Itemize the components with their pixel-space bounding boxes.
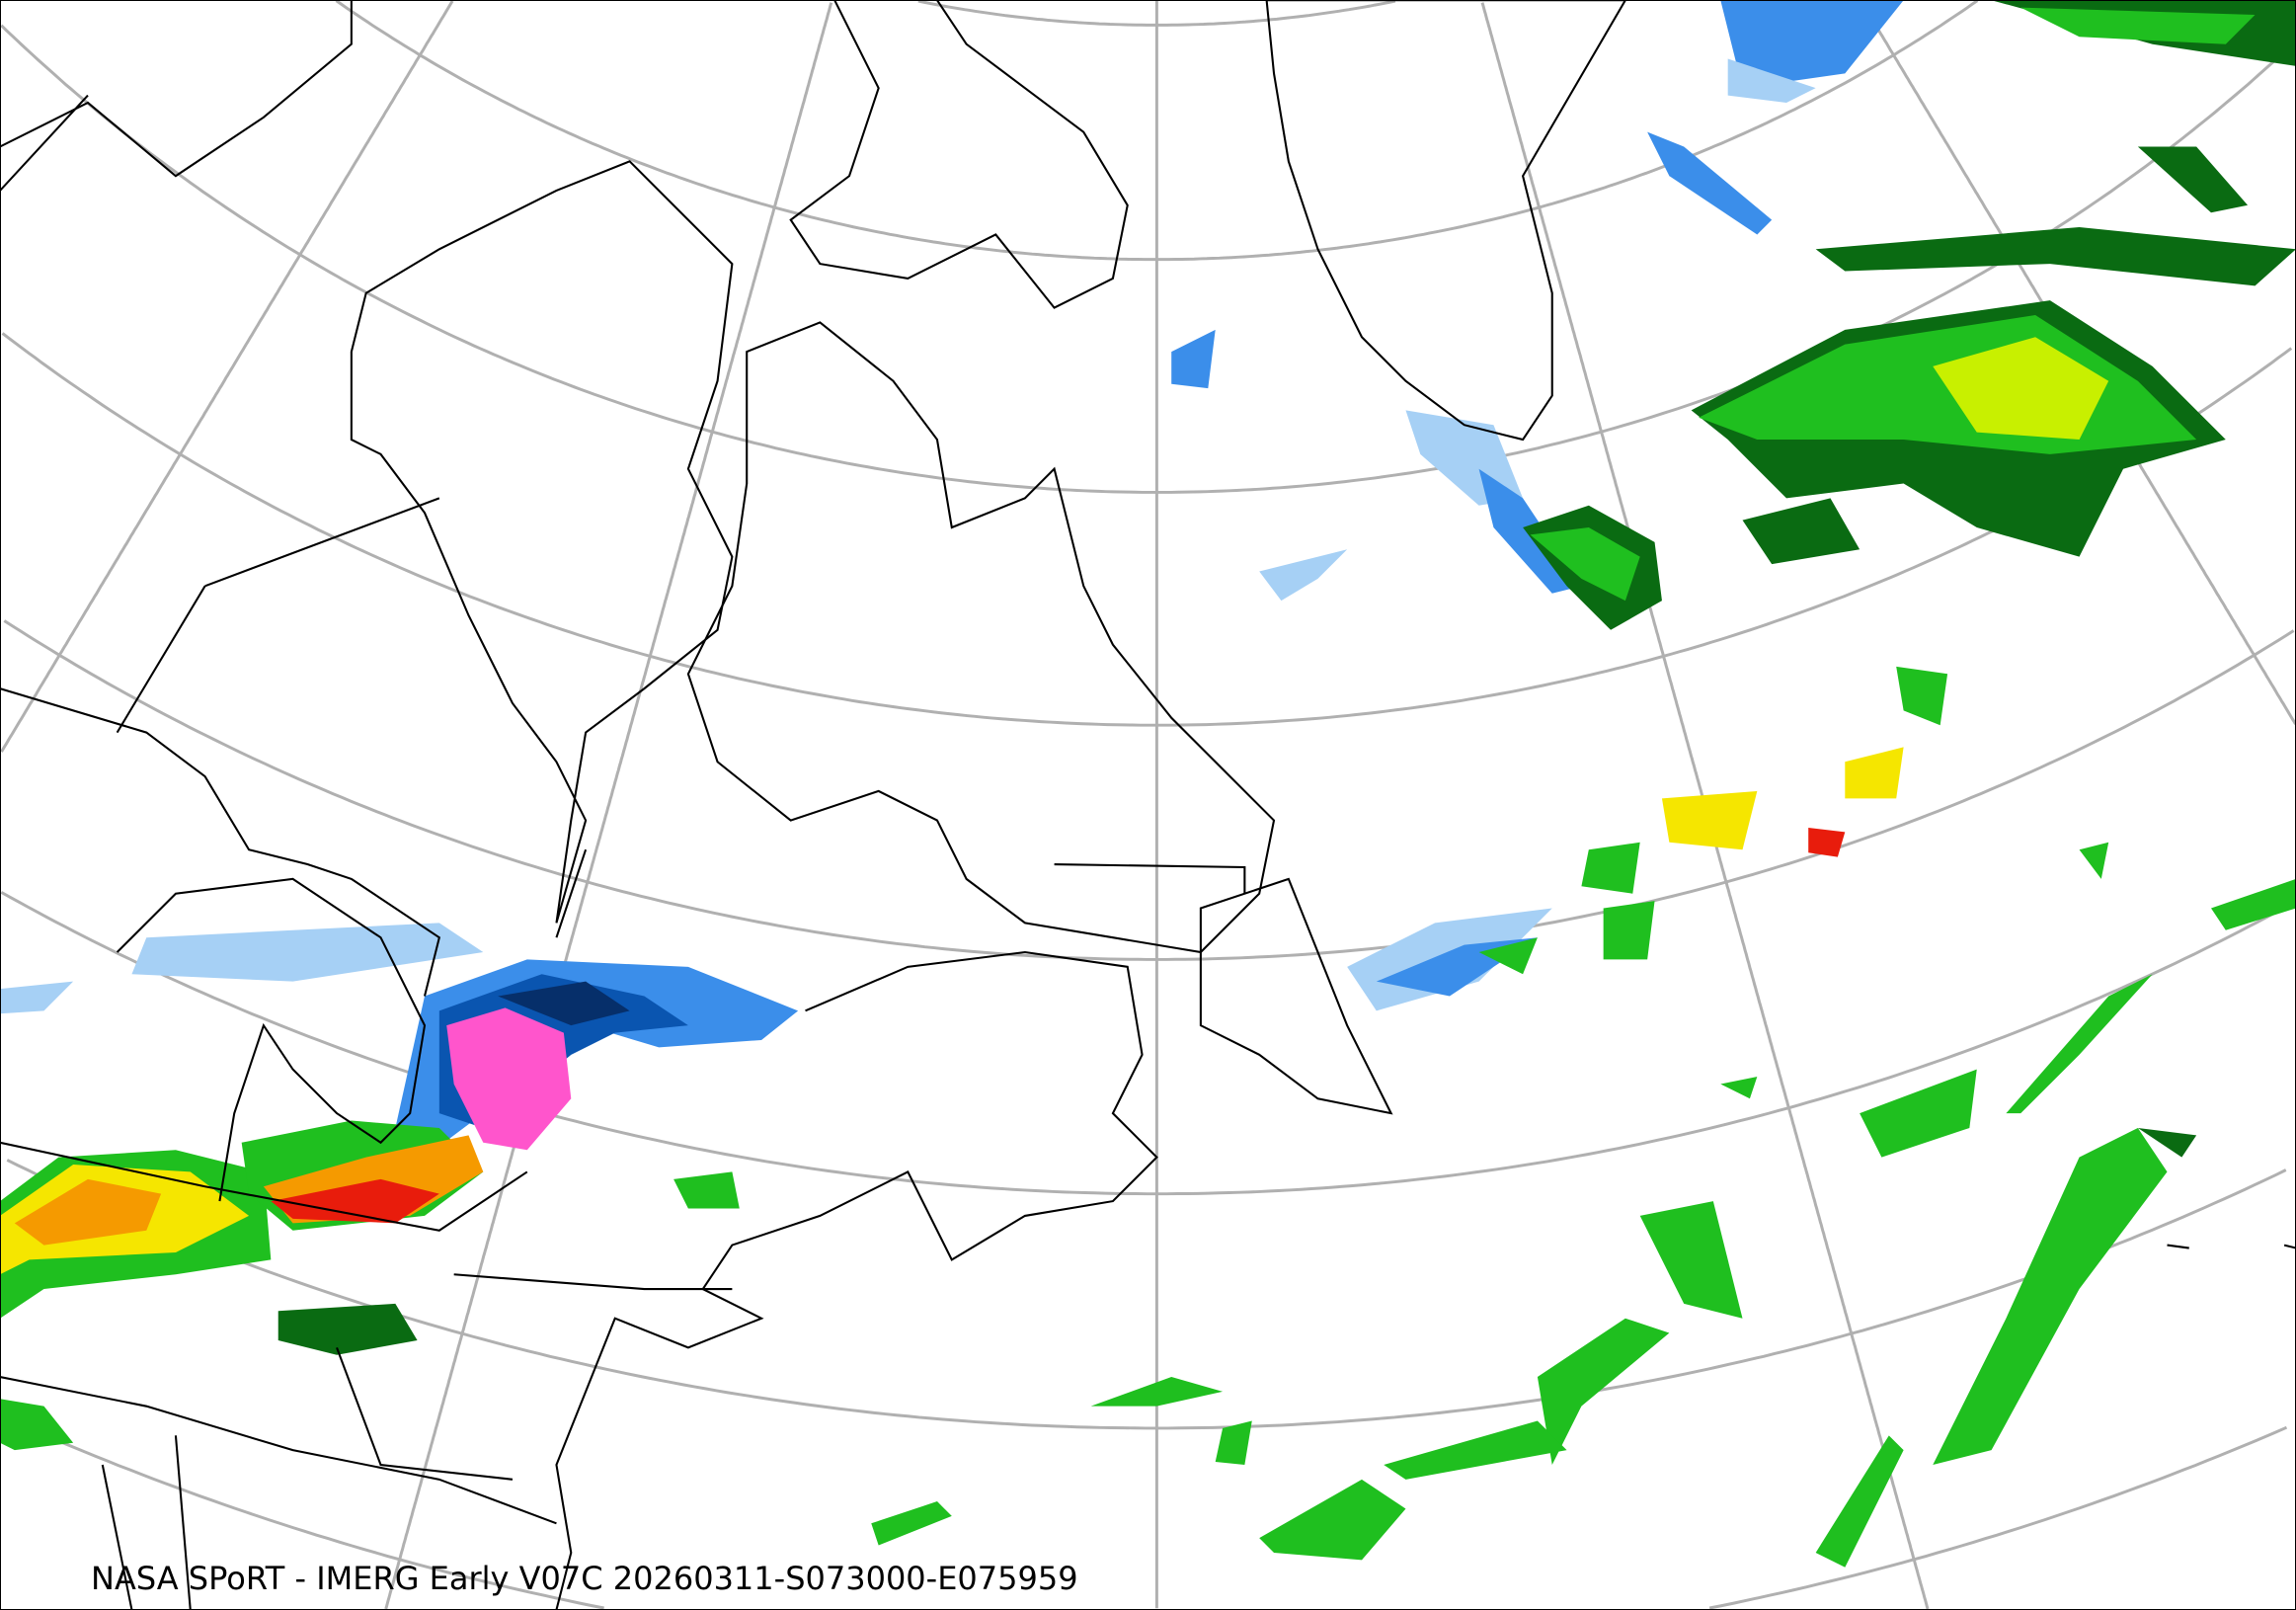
coastline <box>0 1376 557 1525</box>
coastline <box>204 497 440 588</box>
precip-area-green <box>1896 666 1948 726</box>
precip-area-yellow <box>1845 747 1904 799</box>
precip-area-green <box>1720 1077 1758 1099</box>
precip-area-light-blue <box>0 981 74 1014</box>
precip-area-light-blue <box>131 923 484 982</box>
latitude-line <box>3 1415 604 1610</box>
precip-area-green <box>871 1501 952 1546</box>
coastline <box>453 1273 733 1291</box>
longitude-line <box>384 2 833 1610</box>
precip-area-green <box>2079 842 2109 879</box>
precip-area-green <box>0 1399 74 1451</box>
coastline <box>0 1141 528 1232</box>
precip-area-pink <box>446 1007 572 1151</box>
precip-area-green <box>1537 1318 1670 1465</box>
precip-area-green <box>1090 1377 1224 1407</box>
coastline <box>174 1435 192 1610</box>
precip-area-dark-green <box>2137 1127 2197 1158</box>
precip-area-green <box>2006 974 2153 1114</box>
precip-area-green <box>2210 878 2296 930</box>
precip-area-navy <box>498 981 630 1026</box>
precip-area-green <box>1933 1127 2168 1465</box>
coastline <box>1054 863 1246 894</box>
latitude-line <box>0 891 2295 1196</box>
precip-area-dark-green <box>1742 498 1861 565</box>
coastline <box>1265 0 1627 442</box>
coastline <box>116 585 206 734</box>
coastline <box>789 0 1129 309</box>
precip-area-dark-green <box>2137 146 2249 213</box>
precip-area-blue <box>1720 0 1904 89</box>
coastline <box>555 848 588 938</box>
coastline <box>350 160 734 924</box>
precip-area-green <box>673 1171 740 1209</box>
precip-area-yellow <box>1661 790 1758 850</box>
precip-area-orange <box>14 1178 162 1246</box>
precip-area-yellow-green <box>1933 337 2109 441</box>
precip-area-light-blue <box>1259 549 1348 602</box>
precip-area-green <box>1815 1435 1904 1568</box>
map-caption: NASA SPoRT - IMERG Early V07C 20260311-S… <box>91 1560 1078 1597</box>
longitude-line <box>0 0 454 753</box>
coastline <box>0 687 441 997</box>
coastline <box>101 1464 133 1610</box>
precip-area-green <box>1530 527 1640 602</box>
precip-area-green <box>1603 901 1655 960</box>
precip-area-red <box>1808 827 1846 857</box>
coastline <box>2283 1244 2296 1249</box>
precipitation-layer <box>0 0 2296 1568</box>
latitude-line <box>1708 1425 2288 1610</box>
precip-area-green <box>1639 1201 1743 1319</box>
latitude-line <box>1 332 2293 727</box>
latitude-line <box>3 619 2295 961</box>
precip-area-light-blue <box>1727 58 1816 104</box>
precip-area-dark-green <box>277 1303 418 1355</box>
precip-area-green <box>1581 842 1640 894</box>
precip-area-green <box>1860 1069 1977 1158</box>
coastline <box>686 321 1276 954</box>
precip-area-green <box>1478 937 1538 975</box>
precip-area-red <box>271 1178 439 1224</box>
precip-area-green <box>1384 1420 1567 1480</box>
latitude-line <box>0 24 2293 494</box>
coastline <box>0 0 353 178</box>
precip-area-blue <box>1647 131 1773 235</box>
coastline <box>555 950 1158 1610</box>
coastline <box>1199 877 1393 1115</box>
precip-area-blue <box>1171 329 1216 389</box>
precip-area-green <box>1259 1479 1406 1561</box>
coastline <box>2167 1244 2189 1249</box>
coastline <box>0 94 89 192</box>
precip-area-dark-green <box>1815 227 2296 286</box>
coastline <box>336 1347 514 1481</box>
precip-area-green <box>1215 1420 1252 1465</box>
coastline <box>116 877 427 1202</box>
precip-area-green <box>2020 7 2256 44</box>
